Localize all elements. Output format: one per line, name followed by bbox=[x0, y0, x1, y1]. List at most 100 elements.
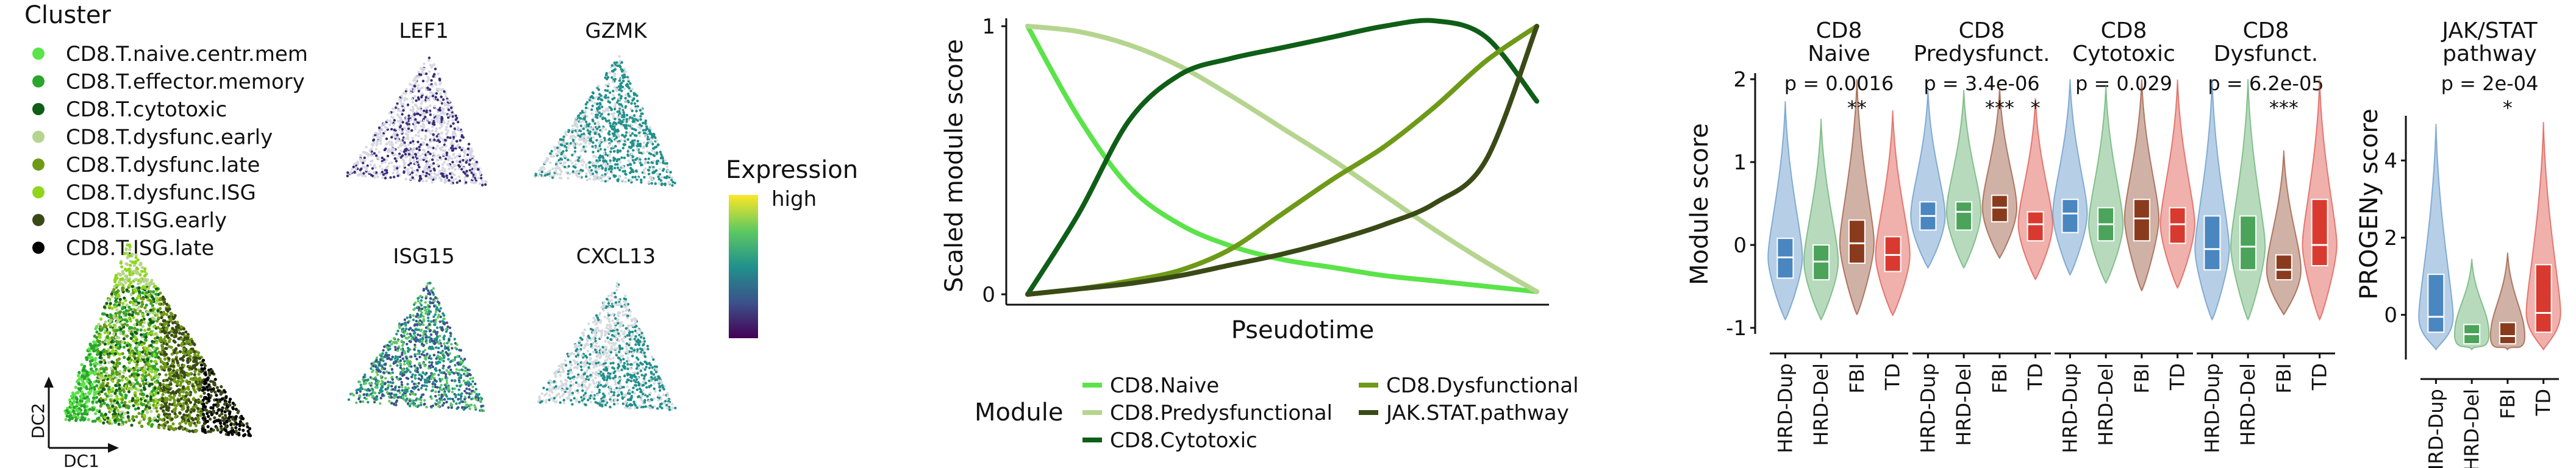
cluster-legend-dot bbox=[32, 75, 45, 88]
gene-feature-plot bbox=[346, 56, 488, 186]
violin-category-label: FBI bbox=[2496, 389, 2519, 419]
series-line-cd8-predysfunctional bbox=[1025, 24, 1539, 294]
violin-ytick-label: 2 bbox=[1733, 68, 1747, 92]
violin-category-label: TD bbox=[2024, 363, 2047, 391]
series-line-jak-stat-pathway bbox=[1025, 24, 1539, 297]
series-line-cd8-cytotoxic bbox=[1025, 18, 1539, 297]
gene-title-lef1: LEF1 bbox=[399, 19, 449, 43]
gene-title-gzmk: GZMK bbox=[585, 19, 648, 43]
violin-panel-subtitle: Predysfunct. bbox=[1914, 41, 2050, 66]
violin-category-label: FBI bbox=[1845, 363, 1869, 394]
cluster-legend-label: CD8.T.dysfunc.ISG bbox=[66, 181, 256, 205]
violin-pvalue: p = 0.0016 bbox=[1784, 72, 1894, 95]
violin-ytick-label: 0 bbox=[2384, 303, 2397, 328]
expression-colorbar bbox=[729, 195, 758, 338]
cluster-legend-dot bbox=[32, 158, 45, 171]
cluster-legend-dot bbox=[32, 48, 45, 60]
cluster-legend: CD8.T.naive.centr.mem CD8.T.effector.memo… bbox=[32, 42, 308, 261]
violin-box bbox=[2275, 254, 2292, 281]
violin-shape bbox=[1803, 118, 1839, 321]
violin-box bbox=[2311, 199, 2328, 267]
panel-b-line-chart: 01 Scaled module score Pseudotime Module… bbox=[940, 15, 1579, 453]
violin-category-label: HRD-Dup bbox=[1916, 363, 1939, 453]
violin-panel-title: JAK/STAT bbox=[2441, 18, 2538, 43]
violin-pvalue: p = 3.4e-06 bbox=[1923, 72, 2039, 95]
violin-shape bbox=[1945, 90, 1982, 269]
cluster-legend-label: CD8.T.effector.memory bbox=[66, 70, 305, 94]
violin-category-label: FBI bbox=[2130, 363, 2153, 394]
cluster-legend-dot bbox=[32, 241, 45, 254]
violin-panel-subtitle: Cytotoxic bbox=[2072, 41, 2175, 66]
module-legend-label: CD8.Naive bbox=[1110, 374, 1219, 398]
violin-category-label: HRD-Dup bbox=[2424, 389, 2447, 468]
violin-panel-title: CD8 bbox=[2101, 18, 2147, 43]
panel-a: Cluster CD8.T.naive.centr.mem CD8.T.effec… bbox=[24, 1, 858, 468]
diffusion-axes-arrows bbox=[44, 377, 119, 453]
axis-dc2-label: DC2 bbox=[28, 403, 48, 439]
violin-panel-subtitle: Dysfunct. bbox=[2214, 41, 2318, 66]
violin-category-label: HRD-Dup bbox=[2058, 363, 2081, 453]
violin-pvalue: p = 6.2e-05 bbox=[2208, 72, 2324, 95]
violin-box bbox=[2133, 199, 2150, 242]
violin-shape bbox=[2194, 79, 2230, 321]
violin-significance-stars: *** bbox=[2269, 96, 2299, 119]
violin-panel-title: CD8 bbox=[1959, 18, 2005, 43]
gene-feature-plots bbox=[346, 55, 677, 413]
cluster-legend-dot bbox=[32, 214, 45, 226]
violin-shape bbox=[1910, 90, 1946, 269]
violin-box bbox=[2169, 207, 2186, 244]
violin-shape bbox=[2418, 124, 2454, 351]
cluster-legend-label: CD8.T.dysfunc.late bbox=[66, 153, 260, 177]
cluster-legend-label: CD8.T.dysfunc.early bbox=[66, 126, 273, 150]
violin-category-label: HRD-Del bbox=[2460, 389, 2483, 468]
cluster-legend-label: CD8.T.naive.centr.mem bbox=[66, 42, 308, 66]
cluster-legend-label: CD8.T.cytotoxic bbox=[66, 98, 227, 122]
violin-category-label: TD bbox=[2166, 363, 2189, 391]
line-ytick-label: 0 bbox=[982, 283, 995, 307]
violin-category-label: HRD-Del bbox=[1809, 363, 1833, 446]
violin-box bbox=[2535, 264, 2552, 333]
violin-ytick-label: 4 bbox=[2384, 149, 2397, 173]
violin-pvalue: p = 2e-04 bbox=[2441, 72, 2539, 95]
module-legend-label: CD8.Cytotoxic bbox=[1110, 428, 1258, 453]
violin-shape bbox=[1839, 79, 1875, 316]
pseudotime-line-chart: 01 bbox=[982, 15, 1549, 307]
violin-shape bbox=[1981, 87, 2018, 260]
violin-box bbox=[2203, 215, 2221, 271]
violin-box bbox=[2499, 322, 2516, 345]
violin-category-label: HRD-Del bbox=[2236, 363, 2259, 446]
violin-panel-title: CD8 bbox=[2243, 18, 2289, 43]
cluster-legend-dot bbox=[32, 103, 45, 115]
violin-significance-stars: ** bbox=[1847, 96, 1867, 119]
violin-shape bbox=[2266, 150, 2302, 316]
violin-shape bbox=[1875, 110, 1911, 317]
cluster-legend-dot bbox=[32, 130, 45, 143]
colorbar-high-label: high bbox=[771, 187, 817, 211]
module-legend-label: JAK.STAT.pathway bbox=[1385, 401, 1569, 425]
violin-box bbox=[2239, 215, 2257, 271]
cluster-legend-label: CD8.T.ISG.early bbox=[66, 208, 227, 233]
violin-category-label: HRD-Del bbox=[2094, 363, 2117, 446]
violin-significance-stars: *** bbox=[1985, 96, 2014, 119]
violin-box bbox=[2061, 199, 2079, 233]
violin-panel-title: CD8 bbox=[1816, 18, 1862, 43]
violin-box bbox=[1955, 201, 1973, 231]
violin-category-label: TD bbox=[2308, 363, 2331, 391]
violin-ytick-label: 2 bbox=[2384, 226, 2397, 250]
gene-feature-plot bbox=[534, 55, 676, 187]
gene-title-isg15: ISG15 bbox=[393, 244, 454, 269]
line-ytick-label: 1 bbox=[982, 15, 995, 39]
gene-title-cxcl13: CXCL13 bbox=[576, 244, 656, 269]
violin-box bbox=[2427, 274, 2445, 333]
diffusion-map-scatter bbox=[63, 243, 252, 438]
violin-box bbox=[1848, 219, 1866, 264]
violin-shape bbox=[2453, 258, 2490, 351]
violin-panel-subtitle: pathway bbox=[2442, 41, 2537, 66]
